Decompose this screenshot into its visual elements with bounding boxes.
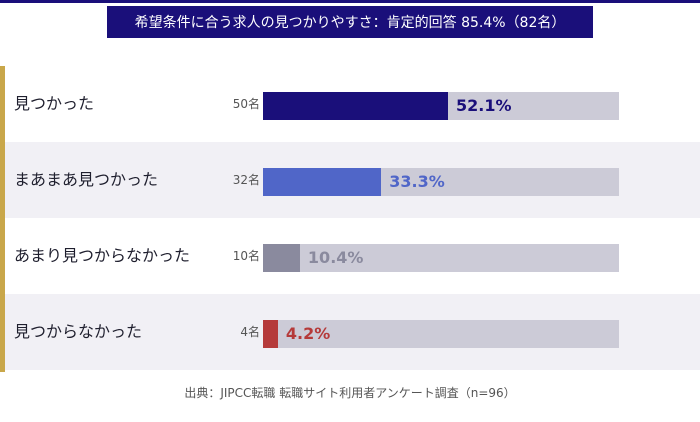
value-label-1: 52.1% [456,96,512,115]
bar-track-3: 10.4% [263,244,619,272]
count-label-3: 10名 [232,249,260,263]
bar-row-1: 見つかった 50名 52.1% [5,66,700,142]
bar-track-1: 52.1% [263,92,619,120]
bar-row-3: あまり見つからなかった 10名 10.4% [5,218,700,294]
value-label-2: 33.3% [389,172,445,191]
bar-4 [263,320,278,348]
top-rule [0,0,700,3]
bar-track-4: 4.2% [263,320,619,348]
value-label-3: 10.4% [307,248,364,267]
value-label-4: 4.2% [285,324,331,343]
bar-track-2: 33.3% [263,168,619,196]
chart-title: 希望条件に合う求人の見つかりやすさ：肯定的回答 85.4%（82名） [107,6,593,38]
chart-area: 見つかった 50名 52.1% まあまあ見つかった 32名 33.3% あまり見… [0,66,700,372]
bar-3 [263,244,300,272]
category-label-1: 見つかった [14,94,95,113]
bar-2 [263,168,382,196]
category-label-4: 見つからなかった [14,322,143,341]
count-label-4: 4名 [240,325,260,339]
count-label-1: 50名 [232,97,260,111]
bar-row-2: まあまあ見つかった 32名 33.3% [5,142,700,218]
count-label-2: 32名 [232,173,260,187]
category-label-2: まあまあ見つかった [14,170,159,189]
bar-1 [263,92,448,120]
accent-bar [0,66,5,372]
category-label-3: あまり見つからなかった [14,246,191,265]
source-note: 出典：JIPCC転職 転職サイト利用者アンケート調査（n=96） [184,386,516,400]
bar-row-4: 見つからなかった 4名 4.2% [5,294,700,370]
